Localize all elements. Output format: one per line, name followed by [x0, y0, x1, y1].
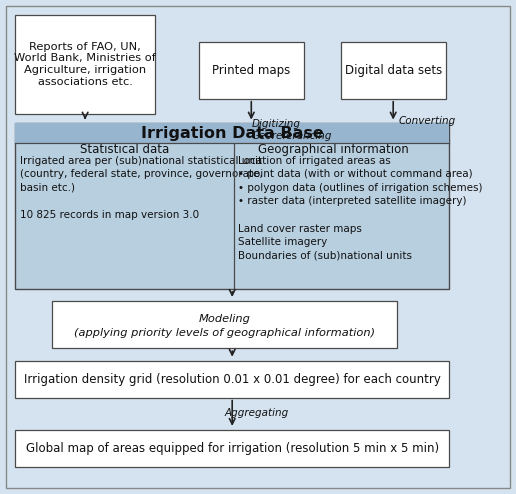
FancyBboxPatch shape: [52, 301, 397, 348]
FancyBboxPatch shape: [15, 15, 155, 114]
FancyBboxPatch shape: [199, 42, 304, 99]
Text: Geographical information: Geographical information: [259, 143, 409, 156]
Text: Irrigated area per (sub)national statistical unit
(country, federal state, provi: Irrigated area per (sub)national statist…: [20, 156, 263, 220]
Text: Printed maps: Printed maps: [213, 64, 291, 77]
Text: Digitizing
Georeferencing: Digitizing Georeferencing: [251, 119, 332, 141]
FancyBboxPatch shape: [6, 6, 510, 488]
FancyBboxPatch shape: [15, 124, 449, 143]
FancyBboxPatch shape: [341, 42, 446, 99]
Text: Global map of areas equipped for irrigation (resolution 5 min x 5 min): Global map of areas equipped for irrigat…: [26, 442, 439, 455]
Text: Statistical data: Statistical data: [80, 143, 169, 156]
Text: Location of irrigated areas as
• point data (with or without command area)
• pol: Location of irrigated areas as • point d…: [238, 156, 483, 261]
Text: Irrigation Data Base: Irrigation Data Base: [141, 126, 324, 141]
Text: Aggregating: Aggregating: [224, 409, 289, 418]
Text: Modeling
(applying priority levels of geographical information): Modeling (applying priority levels of ge…: [74, 315, 375, 337]
Text: Irrigation density grid (resolution 0.01 x 0.01 degree) for each country: Irrigation density grid (resolution 0.01…: [24, 372, 441, 386]
Text: Converting: Converting: [398, 116, 456, 126]
FancyBboxPatch shape: [15, 430, 449, 467]
FancyBboxPatch shape: [15, 361, 449, 398]
Text: Digital data sets: Digital data sets: [345, 64, 442, 77]
FancyBboxPatch shape: [15, 124, 449, 289]
Text: Reports of FAO, UN,
World Bank, Ministries of
Agriculture, irrigation
associatio: Reports of FAO, UN, World Bank, Ministri…: [14, 42, 156, 86]
